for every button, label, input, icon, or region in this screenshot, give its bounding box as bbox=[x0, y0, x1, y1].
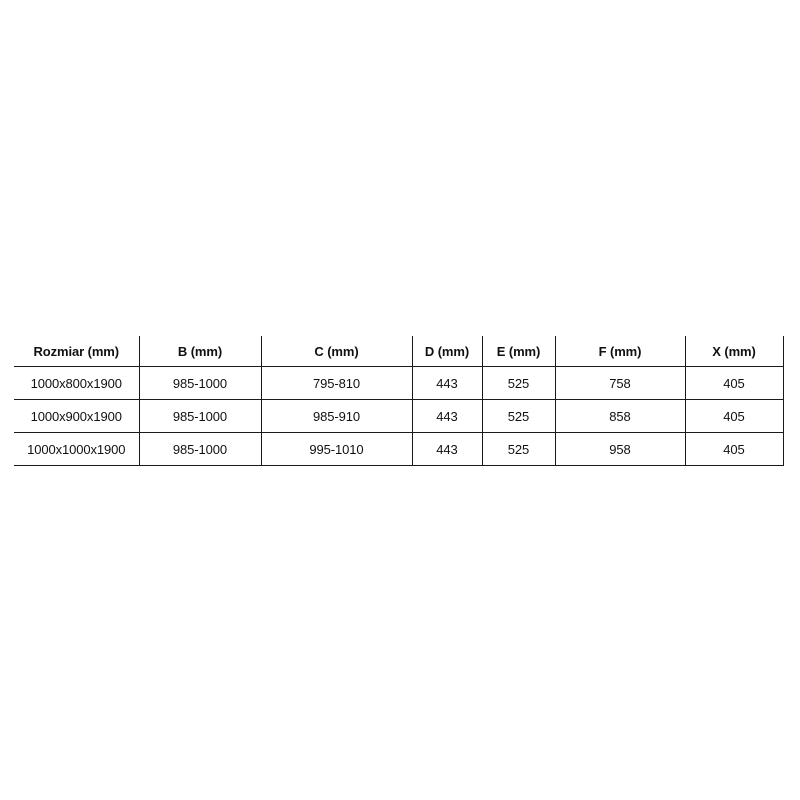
cell-e: 525 bbox=[481, 366, 555, 400]
cell-d: 443 bbox=[411, 399, 482, 433]
column-header-b: B (mm) bbox=[138, 336, 261, 367]
cell-f: 758 bbox=[554, 366, 685, 400]
cell-c: 985-910 bbox=[260, 399, 412, 433]
table-header: Rozmiar (mm) B (mm) C (mm) D (mm) E (mm)… bbox=[14, 336, 783, 367]
cell-x: 405 bbox=[684, 432, 783, 466]
specification-table-container: Rozmiar (mm) B (mm) C (mm) D (mm) E (mm)… bbox=[14, 336, 784, 466]
cell-f: 858 bbox=[554, 399, 685, 433]
cell-e: 525 bbox=[481, 399, 555, 433]
cell-b: 985-1000 bbox=[138, 366, 261, 400]
cell-x: 405 bbox=[684, 399, 783, 433]
column-header-size: Rozmiar (mm) bbox=[14, 336, 139, 367]
cell-x: 405 bbox=[684, 366, 783, 400]
table-row: 1000x900x1900 985-1000 985-910 443 525 8… bbox=[14, 399, 783, 433]
cell-f: 958 bbox=[554, 432, 685, 466]
table-row: 1000x1000x1900 985-1000 995-1010 443 525… bbox=[14, 432, 783, 466]
column-header-x: X (mm) bbox=[684, 336, 783, 367]
cell-size: 1000x900x1900 bbox=[14, 399, 139, 433]
specification-table: Rozmiar (mm) B (mm) C (mm) D (mm) E (mm)… bbox=[14, 336, 784, 466]
column-header-d: D (mm) bbox=[411, 336, 482, 367]
cell-d: 443 bbox=[411, 366, 482, 400]
cell-b: 985-1000 bbox=[138, 399, 261, 433]
column-header-e: E (mm) bbox=[481, 336, 555, 367]
cell-d: 443 bbox=[411, 432, 482, 466]
column-header-c: C (mm) bbox=[260, 336, 412, 367]
cell-c: 995-1010 bbox=[260, 432, 412, 466]
cell-size: 1000x1000x1900 bbox=[14, 432, 139, 466]
cell-size: 1000x800x1900 bbox=[14, 366, 139, 400]
cell-c: 795-810 bbox=[260, 366, 412, 400]
cell-e: 525 bbox=[481, 432, 555, 466]
table-header-row: Rozmiar (mm) B (mm) C (mm) D (mm) E (mm)… bbox=[14, 336, 783, 367]
cell-b: 985-1000 bbox=[138, 432, 261, 466]
table-body: 1000x800x1900 985-1000 795-810 443 525 7… bbox=[14, 366, 783, 466]
column-header-f: F (mm) bbox=[554, 336, 685, 367]
table-row: 1000x800x1900 985-1000 795-810 443 525 7… bbox=[14, 366, 783, 400]
